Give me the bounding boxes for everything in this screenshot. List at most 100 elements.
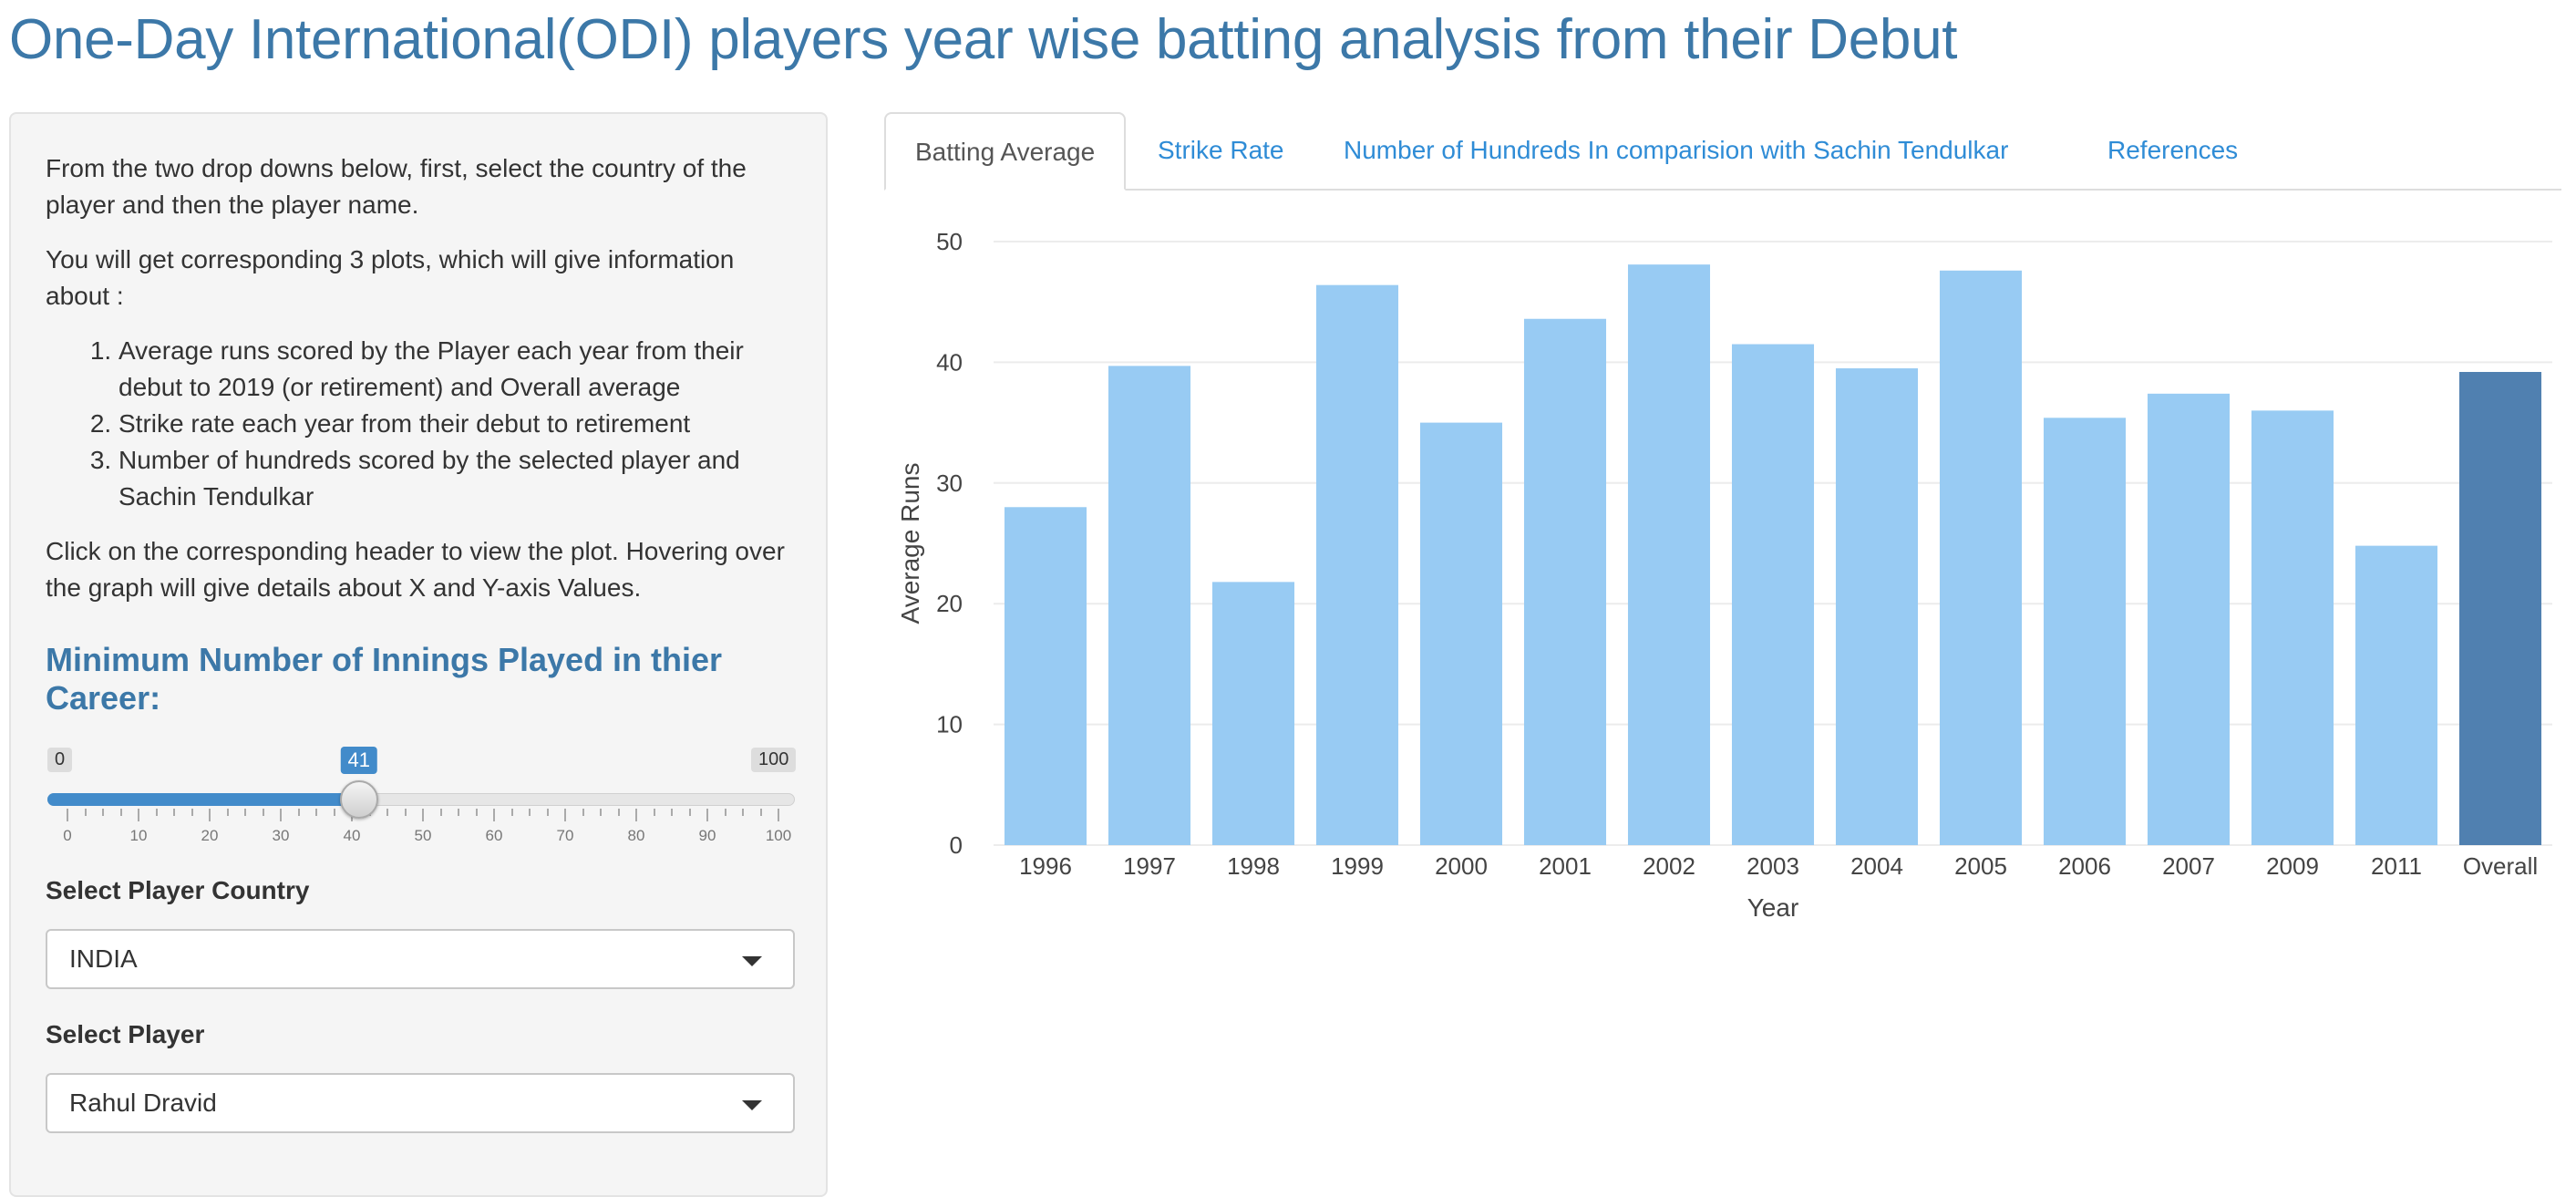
slider-tick-label: 70 [556, 827, 574, 844]
country-select-value: INDIA [69, 944, 138, 973]
bar[interactable] [1627, 264, 1711, 845]
slider-tick [191, 809, 193, 816]
chevron-down-icon [742, 956, 762, 966]
x-axis-label: Year [1747, 893, 1799, 922]
slider-tick-label: 20 [201, 827, 219, 844]
slider-max-label: 100 [751, 748, 797, 772]
slider-tick [688, 809, 691, 816]
x-tick-label: 1999 [1331, 852, 1384, 880]
slider-tick [759, 809, 762, 816]
player-select[interactable]: Rahul Dravid [46, 1073, 795, 1133]
bar[interactable] [1835, 368, 1919, 845]
intro-paragraph-select: From the two drop downs below, first, se… [46, 154, 747, 219]
slider-tick [333, 809, 335, 816]
slider-tick [102, 809, 104, 816]
slider-tick [138, 809, 139, 821]
slider-tick [67, 809, 68, 821]
bar[interactable] [2147, 393, 2231, 845]
slider-tick [315, 809, 317, 816]
bar[interactable] [1315, 284, 1399, 845]
tab-batting-average[interactable]: Batting Average [884, 112, 1127, 191]
y-tick-label: 0 [950, 831, 963, 859]
y-axis-label: Average Runs [896, 463, 924, 624]
chevron-down-icon [742, 1100, 762, 1110]
innings-slider-fill [47, 793, 359, 806]
slider-value-label: 41 [340, 747, 378, 774]
slider-tick [742, 809, 744, 816]
y-tick-label: 30 [936, 470, 963, 497]
bar[interactable] [2251, 410, 2334, 845]
tab-strike-rate[interactable]: Strike Rate [1158, 136, 1284, 164]
x-tick-label: 2004 [1850, 852, 1903, 880]
slider-tick [706, 809, 708, 821]
x-tick-label: 2005 [1954, 852, 2007, 880]
bar[interactable] [1211, 582, 1295, 845]
slider-tick [386, 809, 388, 816]
bar[interactable] [2458, 371, 2542, 845]
slider-tick-label: 10 [129, 827, 148, 844]
x-tick-label: Overall [2463, 852, 2538, 880]
slider-tick [546, 809, 549, 816]
plot-list-item: Number of hundreds scored by the selecte… [118, 442, 793, 515]
y-tick-label: 20 [936, 590, 963, 617]
tab-hundreds-comparison[interactable]: Number of Hundreds In comparision with S… [1344, 136, 2009, 164]
x-tick-label: 2007 [2162, 852, 2215, 880]
x-tick-label: 2003 [1747, 852, 1799, 880]
intro-paragraph-plots: You will get corresponding 3 plots, whic… [46, 245, 735, 310]
slider-tick [458, 809, 459, 816]
slider-tick [653, 809, 655, 816]
slider-tick [439, 809, 442, 816]
bar[interactable] [1523, 318, 1607, 846]
slider-tick-label: 0 [63, 827, 72, 844]
slider-tick [724, 809, 726, 816]
y-tick-label: 50 [936, 228, 963, 255]
slider-tick [600, 809, 602, 816]
slider-tick [510, 809, 513, 816]
slider-tick [475, 809, 478, 816]
x-tick-label: 1998 [1227, 852, 1280, 880]
slider-tick [155, 809, 158, 816]
country-select-label: Select Player Country [46, 876, 310, 904]
x-tick-label: 2006 [2058, 852, 2111, 880]
slider-tick-label: 40 [343, 827, 361, 844]
slider-tick [297, 809, 300, 816]
player-select-value: Rahul Dravid [69, 1089, 217, 1117]
slider-tick [226, 809, 229, 816]
slider-tick [564, 809, 566, 821]
tab-references[interactable]: References [2107, 136, 2239, 164]
bar[interactable] [1731, 344, 1815, 845]
bar[interactable] [2354, 545, 2438, 845]
slider-tick-label: 60 [485, 827, 503, 844]
sidebar-panel: From the two drop downs below, first, se… [9, 112, 828, 1197]
slider-tick [529, 809, 531, 816]
slider-tick-label: 80 [627, 827, 645, 844]
slider-tick-label: 100 [765, 827, 792, 844]
x-tick-label: 2001 [1539, 852, 1592, 880]
slider-tick [119, 809, 122, 816]
slider-tick-label: 90 [698, 827, 716, 844]
slider-tick [493, 809, 495, 821]
batting-average-chart[interactable]: 0 10 20 30 40 50 1996 1997 1998 1999 2000 2001 2002 2… [884, 210, 2561, 939]
x-tick-label: 2000 [1435, 852, 1488, 880]
slider-min-label: 0 [47, 748, 73, 772]
slider-tick [582, 809, 584, 816]
player-select-label: Select Player [46, 1020, 205, 1048]
slider-tick [280, 809, 282, 821]
x-tick-label: 2002 [1643, 852, 1695, 880]
slider-tick [84, 809, 87, 816]
bar[interactable] [1108, 366, 1191, 845]
innings-slider-handle[interactable] [339, 780, 378, 819]
y-tick-label: 10 [936, 711, 963, 738]
country-select[interactable]: INDIA [46, 929, 795, 989]
slider-tick [209, 809, 211, 821]
innings-slider-title: Minimum Number of Innings Played in thie… [46, 641, 723, 717]
slider-tick [617, 809, 620, 816]
slider-tick [244, 809, 246, 816]
plot-tabs: Batting Average Strike Rate Number of Hu… [884, 112, 2561, 191]
bar[interactable] [2043, 418, 2127, 845]
bar[interactable] [1004, 507, 1087, 845]
bar[interactable] [1939, 270, 2023, 845]
bar[interactable] [1419, 422, 1503, 845]
slider-tick [173, 809, 175, 816]
plot-list: Average runs scored by the Player each y… [46, 333, 793, 515]
